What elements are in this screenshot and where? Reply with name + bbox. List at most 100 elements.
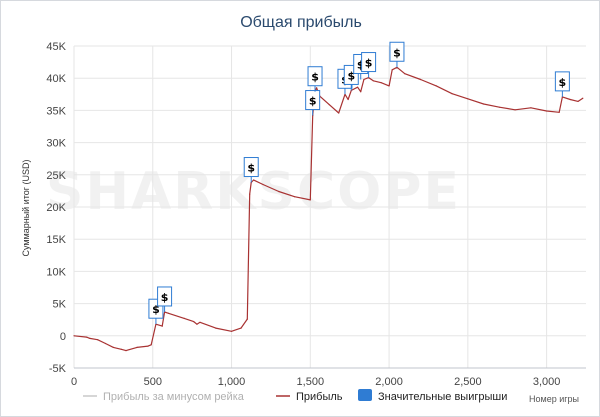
y-tick-label: 45K	[46, 41, 66, 53]
x-tick-label: 2,500	[454, 376, 482, 388]
big-win-marker-box	[361, 52, 377, 73]
profit-point	[199, 321, 201, 323]
x-axis-ticks: 0 500 1,000 1,500 2,000 2,500 3,000	[71, 367, 586, 388]
big-win-marker-symbol: $	[357, 58, 365, 71]
x-tick-label: 0	[71, 376, 77, 388]
profit-point	[104, 342, 107, 345]
big-win-marker-symbol: $	[365, 57, 373, 70]
profit-point	[249, 193, 251, 195]
profit-point	[167, 312, 170, 314]
legend-label-profit[interactable]: Прибыль	[296, 391, 343, 403]
profit-point	[196, 323, 198, 325]
y-tick-label: 10K	[46, 266, 66, 278]
profit-point	[498, 106, 500, 108]
profit-point	[294, 196, 296, 198]
profit-point	[97, 339, 99, 341]
profit-point	[262, 183, 264, 186]
profit-point	[161, 325, 163, 327]
profit-point	[372, 80, 374, 82]
profit-point	[73, 335, 75, 337]
profit-point	[328, 104, 330, 106]
big-win-marker-box	[243, 157, 259, 178]
profit-point	[391, 69, 393, 71]
big-win-marker-symbol: $	[559, 76, 567, 89]
profit-point	[112, 346, 114, 348]
y-axis-ticks: -5K 0 5K 10K 15K 20K 25K 30K 35K 40K 45K	[46, 41, 66, 375]
profit-point	[253, 179, 255, 181]
profit-point	[193, 321, 195, 323]
profit-point	[435, 85, 437, 87]
legend-swatch-big-wins	[358, 389, 372, 401]
y-tick-label: 30K	[46, 138, 66, 150]
profit-point	[125, 350, 127, 352]
profit-point	[338, 112, 340, 114]
big-win-marker[interactable]: $	[305, 90, 321, 116]
big-win-marker-symbol: $	[309, 95, 317, 108]
x-tick-label: 1,000	[218, 376, 246, 388]
big-win-marker-symbol: $	[347, 69, 355, 82]
profit-point	[230, 330, 233, 332]
profit-point	[546, 110, 548, 112]
big-win-marker[interactable]: $	[157, 286, 173, 312]
profit-point	[86, 336, 88, 338]
profit-point	[380, 82, 382, 84]
profit-point	[147, 345, 149, 347]
y-tick-label: 35K	[46, 105, 66, 117]
big-win-marker-box	[389, 41, 405, 62]
profit-point	[240, 327, 242, 329]
profit-point	[316, 87, 318, 89]
big-win-marker[interactable]: $	[361, 52, 377, 78]
big-win-marker[interactable]: $	[554, 71, 570, 97]
profit-point	[309, 199, 311, 201]
big-win-marker[interactable]: $	[307, 66, 323, 92]
y-tick-label: 5K	[53, 299, 67, 311]
profit-point	[246, 318, 248, 320]
profit-point	[451, 93, 453, 95]
series-big-wins: $$$$$$$$$$$	[148, 41, 570, 325]
big-win-marker-symbol: $	[161, 291, 169, 304]
profit-point	[360, 91, 362, 93]
big-win-marker[interactable]: $	[389, 41, 405, 68]
profit-point	[582, 97, 584, 99]
big-win-marker-box	[554, 71, 570, 92]
profit-point	[404, 73, 406, 75]
profit-point	[215, 327, 217, 329]
profit-point	[388, 85, 390, 87]
profit-point	[558, 111, 560, 113]
profit-point	[514, 109, 516, 111]
y-tick-label: 40K	[46, 73, 66, 85]
legend-label-big-wins[interactable]: Значительные выигрыши	[378, 391, 507, 403]
profit-point	[420, 78, 422, 81]
big-win-marker-box	[305, 90, 321, 111]
big-win-marker-symbol: $	[152, 303, 160, 316]
profit-point	[120, 348, 122, 350]
big-win-marker[interactable]: $	[243, 157, 259, 183]
x-tick-label: 500	[144, 376, 162, 388]
y-tick-label: 0	[60, 331, 66, 343]
big-win-marker-symbol: $	[311, 71, 319, 84]
profit-point	[136, 346, 138, 348]
profit-point	[278, 190, 280, 193]
chart-title: Общая прибыль	[240, 14, 362, 31]
y-tick-label: 25K	[46, 170, 66, 182]
x-axis-label: Номер игры	[529, 394, 579, 404]
y-tick-label: 20K	[46, 202, 66, 214]
profit-point	[577, 100, 579, 102]
big-win-marker-symbol: $	[393, 46, 401, 59]
big-win-marker-box	[307, 66, 323, 87]
y-axis-label: Суммарный итог (USD)	[21, 159, 31, 256]
big-win-marker-box	[157, 286, 173, 307]
x-tick-label: 2,000	[375, 376, 403, 388]
profit-point	[357, 86, 359, 88]
profit-point	[89, 337, 91, 339]
profit-point	[483, 103, 485, 105]
profit-point	[347, 98, 349, 101]
x-tick-label: 3,000	[533, 376, 561, 388]
legend-label-rake[interactable]: Прибыль за минусом рейка	[103, 391, 245, 403]
profit-point	[530, 107, 532, 109]
x-tick-label: 1,500	[297, 376, 325, 388]
big-win-marker-symbol: $	[247, 162, 255, 175]
